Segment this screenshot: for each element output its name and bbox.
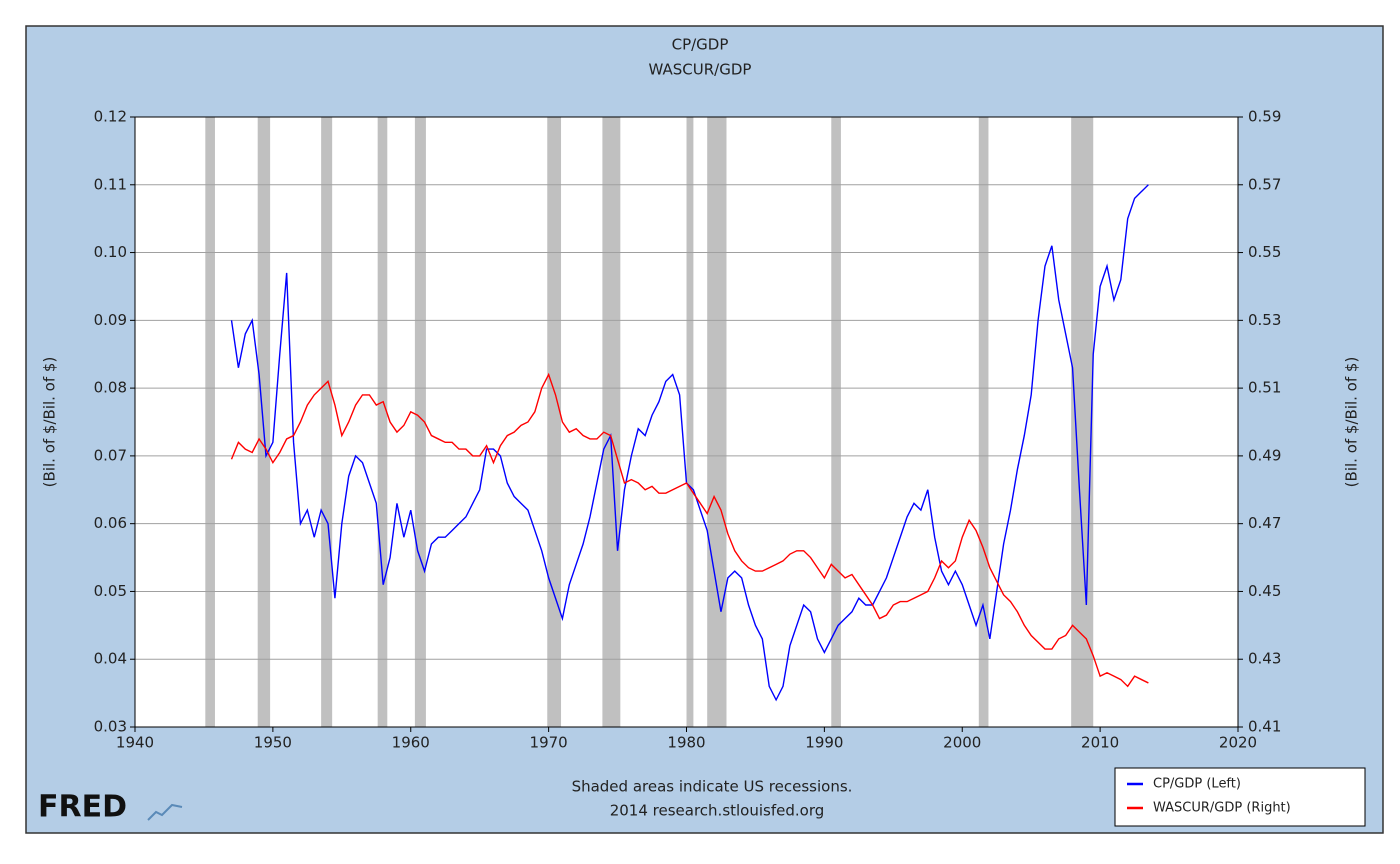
y2-tick-label: 0.51 xyxy=(1248,379,1281,397)
y-tick-label: 0.07 xyxy=(94,446,127,464)
legend-label: WASCUR/GDP (Right) xyxy=(1153,801,1291,816)
y-tick-label: 0.05 xyxy=(94,582,127,600)
source: 2014 research.stlouisfed.org xyxy=(610,802,825,820)
y-tick-label: 0.11 xyxy=(94,175,127,193)
x-tick-label: 1940 xyxy=(116,734,154,752)
recession-band xyxy=(377,117,388,727)
recession-band xyxy=(257,117,271,727)
recession-band xyxy=(547,117,562,727)
recession-band xyxy=(686,117,694,727)
plot-border xyxy=(134,116,1239,728)
x-tick-label: 1970 xyxy=(530,734,568,752)
x-tick-label: 2020 xyxy=(1219,734,1257,752)
y2-tick-label: 0.47 xyxy=(1248,514,1281,532)
logo: FRED xyxy=(38,790,127,825)
y-tick-label: 0.04 xyxy=(94,650,127,668)
y2-tick-label: 0.57 xyxy=(1248,175,1281,193)
y2-tick-label: 0.59 xyxy=(1248,108,1281,126)
legend-label: CP/GDP (Left) xyxy=(1153,777,1241,792)
y-tick-label: 0.08 xyxy=(94,379,127,397)
y2-tick-label: 0.49 xyxy=(1248,446,1281,464)
y-tick-label: 0.09 xyxy=(94,311,127,329)
y-tick-label: 0.10 xyxy=(94,243,127,261)
x-tick-label: 1990 xyxy=(805,734,843,752)
recession-band xyxy=(602,117,621,727)
recession-band xyxy=(707,117,727,727)
chart-subtitle: WASCUR/GDP xyxy=(649,61,752,79)
recession-band xyxy=(205,117,215,727)
x-tick-label: 1960 xyxy=(392,734,430,752)
recession-band xyxy=(414,117,426,727)
y-tick-label: 0.12 xyxy=(94,108,127,126)
recession-band xyxy=(321,117,333,727)
recession-band xyxy=(978,117,989,727)
legend-box xyxy=(1114,767,1366,827)
y2-tick-label: 0.41 xyxy=(1248,718,1281,736)
y2-tick-label: 0.53 xyxy=(1248,311,1281,329)
x-tick-label: 2000 xyxy=(943,734,981,752)
y-tick-label: 0.03 xyxy=(94,718,127,736)
chart-title: CP/GDP xyxy=(672,36,729,54)
y2-axis-label: (Bil. of $/Bil. of $) xyxy=(1343,357,1361,488)
y-axis-label: (Bil. of $/Bil. of $) xyxy=(41,357,59,488)
series-line xyxy=(230,372,1149,688)
y-tick-label: 0.06 xyxy=(94,514,127,532)
y2-tick-label: 0.43 xyxy=(1248,650,1281,668)
y2-tick-label: 0.45 xyxy=(1248,582,1281,600)
x-tick-label: 1980 xyxy=(667,734,705,752)
x-tick-label: 2010 xyxy=(1081,734,1119,752)
recession-band xyxy=(831,117,841,727)
series-line xyxy=(230,184,1149,702)
x-tick-label: 1950 xyxy=(254,734,292,752)
footnote: Shaded areas indicate US recessions. xyxy=(572,778,853,796)
logo-icon xyxy=(147,803,183,821)
y2-tick-label: 0.55 xyxy=(1248,243,1281,261)
